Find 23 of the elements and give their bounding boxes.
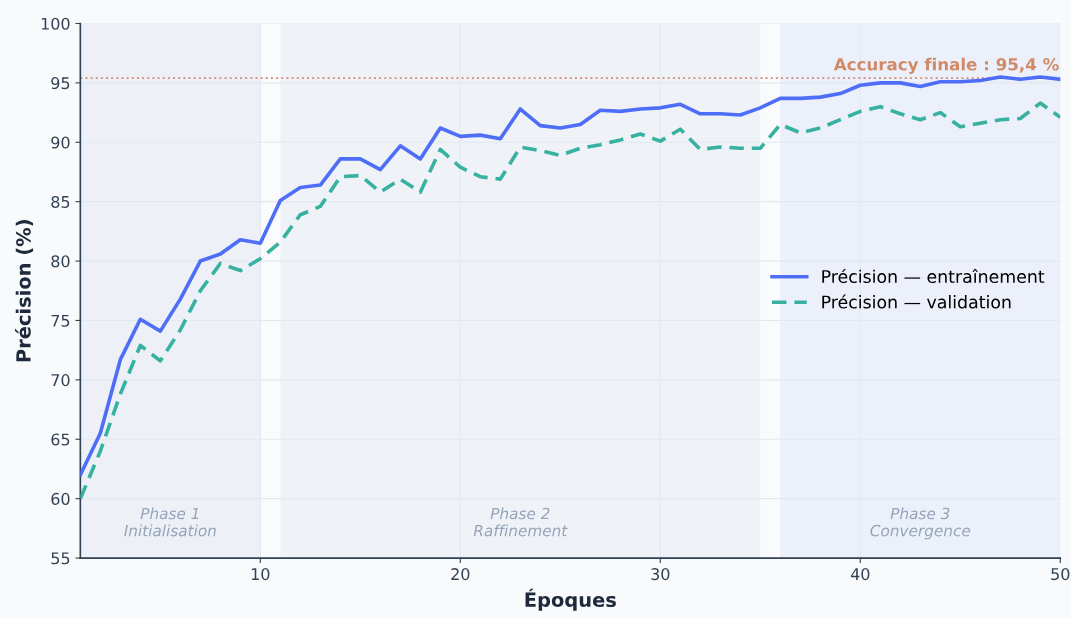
y-tick-label: 65 — [51, 433, 70, 446]
legend-label: Précision — entraînement — [822, 268, 1045, 284]
band-label: Phase 3 Convergence — [870, 507, 971, 540]
band-label: Phase 2 Raffinement — [473, 507, 568, 537]
y-tick-label: 90 — [51, 136, 70, 149]
y-tick-label: 100 — [41, 17, 70, 30]
x-tick-label: 40 — [850, 568, 870, 581]
y-tick-label: 85 — [51, 195, 70, 208]
legend-label: Précision — validation — [822, 294, 1011, 309]
y-tick-label: 80 — [51, 255, 70, 268]
y-tick-label: 55 — [51, 552, 70, 565]
band-label: Phase 1 Initialisation — [124, 507, 216, 537]
y-tick-label: 60 — [51, 492, 70, 505]
x-tick-label: 50 — [1051, 568, 1070, 581]
x-tick-label: 10 — [251, 568, 270, 581]
y-tick-label: 70 — [51, 374, 70, 387]
x-tick-label: 20 — [451, 568, 470, 581]
y-tick-label: 75 — [51, 314, 70, 327]
y-axis-title: Précision (%) — [14, 220, 34, 362]
y-tick-label: 95 — [51, 77, 70, 90]
ref-line-label: Accuracy finale : 95,4 % — [833, 57, 1059, 74]
x-axis-title: Époques — [525, 588, 616, 611]
x-tick-label: 30 — [651, 568, 670, 581]
